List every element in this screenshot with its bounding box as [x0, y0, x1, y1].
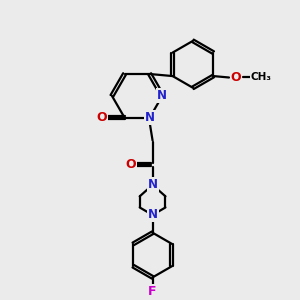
Text: N: N	[148, 208, 158, 221]
Text: CH₃: CH₃	[250, 73, 272, 82]
Text: O: O	[96, 111, 107, 124]
Text: O: O	[231, 71, 242, 84]
Text: N: N	[145, 111, 155, 124]
Text: F: F	[148, 285, 157, 298]
Text: N: N	[148, 178, 158, 191]
Text: O: O	[125, 158, 136, 171]
Text: N: N	[157, 89, 167, 102]
